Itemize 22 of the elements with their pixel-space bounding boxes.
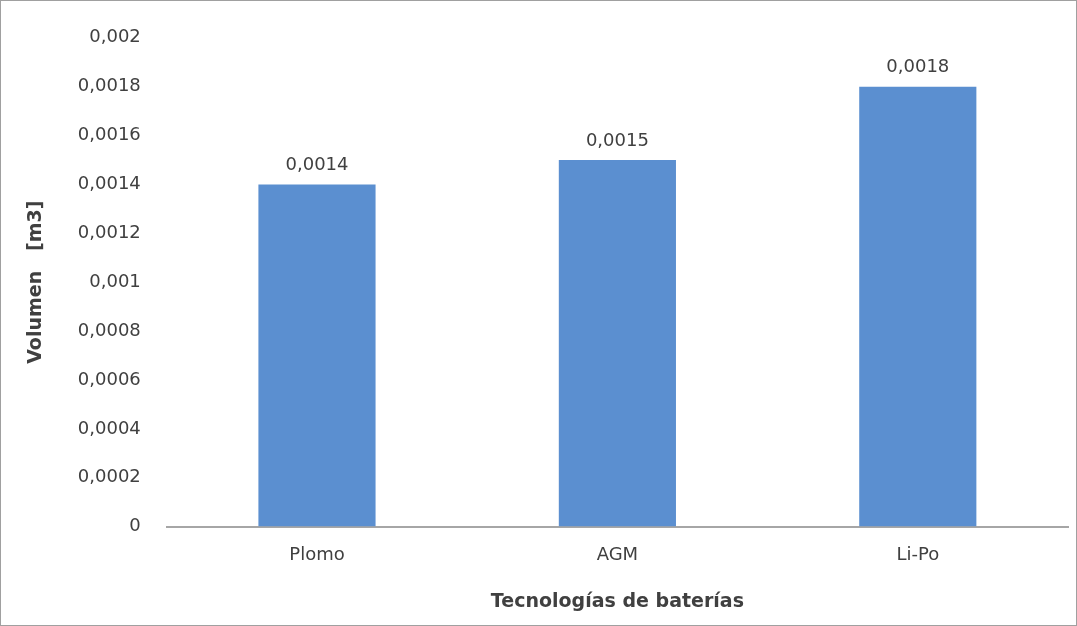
data-label: 0,0015 xyxy=(585,128,649,150)
y-tick-label: 0,0004 xyxy=(77,416,141,438)
y-tick-label: 0,0002 xyxy=(77,465,141,487)
y-tick-label: 0,002 xyxy=(89,25,141,47)
bar xyxy=(558,160,676,527)
y-tick-label: 0,0018 xyxy=(77,74,141,96)
y-tick-label: 0,001 xyxy=(89,269,141,291)
x-tick-label: AGM xyxy=(596,543,639,565)
y-tick-label: 0,0012 xyxy=(77,220,141,242)
y-tick-label: 0 xyxy=(129,514,141,536)
y-tick-label: 0,0006 xyxy=(77,367,141,389)
data-label: 0,0014 xyxy=(285,153,349,175)
y-tick-label: 0,0016 xyxy=(77,123,141,145)
bar xyxy=(859,86,977,527)
y-axis-title: Volumen [m3] xyxy=(23,200,46,364)
y-tick-label: 0,0014 xyxy=(77,172,141,194)
y-tick-label: 0,0008 xyxy=(77,318,141,340)
x-tick-label: Plomo xyxy=(289,543,345,565)
data-label: 0,0018 xyxy=(886,55,950,77)
x-tick-label: Li-Po xyxy=(896,543,940,565)
x-axis-title: Tecnologías de baterías xyxy=(490,588,744,611)
bar xyxy=(258,184,376,527)
